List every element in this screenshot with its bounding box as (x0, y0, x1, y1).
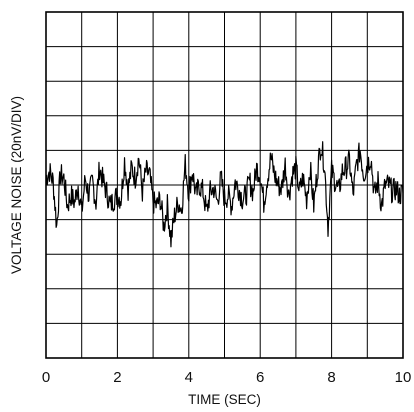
x-tick-label: 0 (42, 369, 50, 386)
series-layer (45, 141, 404, 248)
x-axis-label: TIME (SEC) (188, 392, 261, 407)
x-tick-label: 10 (395, 369, 412, 386)
noise-trace (45, 141, 404, 248)
grid (46, 12, 403, 358)
x-tick-labels: 0 2 4 6 8 10 (42, 369, 412, 386)
plot-frame (45, 11, 404, 359)
y-axis-label: VOLTAGE NOISE (20nV/DIV) (9, 96, 24, 274)
x-tick-label: 2 (113, 369, 121, 386)
x-tick-label: 8 (327, 369, 335, 386)
x-tick-label: 4 (185, 369, 193, 386)
x-tick-label: 6 (256, 369, 264, 386)
